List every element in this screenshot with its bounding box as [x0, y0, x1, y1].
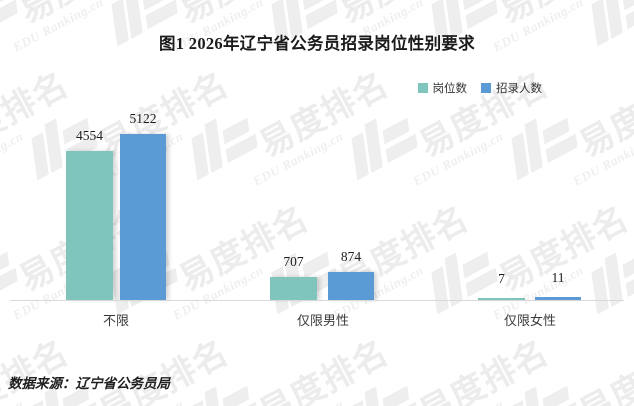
bar-g2-series-1[interactable]	[270, 277, 317, 300]
bar-g2-series-2[interactable]	[328, 272, 374, 300]
bar-g3-series-2[interactable]	[535, 297, 581, 300]
legend-label-series-2: 招录人数	[496, 83, 542, 95]
category-label-3: 仅限女性	[503, 313, 556, 328]
legend-label-series-1: 岗位数	[432, 83, 468, 95]
bar-label-g2-series-2: 874	[340, 249, 362, 264]
legend-swatch-series-2	[481, 83, 491, 93]
bar-label-g1-series-1: 4554	[76, 128, 103, 143]
legend-swatch-series-1	[417, 83, 428, 93]
chart-title: 图1 2026年辽宁省公务员招录岗位性别要求	[159, 34, 475, 53]
bar-g3-series-1[interactable]	[478, 298, 525, 300]
bar-g1-series-2[interactable]	[120, 134, 166, 300]
bar-label-g1-series-2: 5122	[129, 111, 157, 126]
chart-legend: 岗位数 招录人数	[417, 80, 542, 96]
bar-label-g2-series-1: 707	[283, 254, 304, 269]
bar-label-g3-series-2: 11	[551, 270, 565, 285]
category-label-1: 不限	[102, 313, 129, 328]
bar-g1-series-1[interactable]	[66, 151, 113, 300]
source-note: 数据来源：辽宁省公务员局	[8, 376, 170, 391]
legend-item-series-2[interactable]: 招录人数	[481, 80, 542, 96]
x-axis-line	[10, 300, 624, 301]
category-label-2: 仅限男性	[296, 313, 349, 328]
bar-label-g3-series-1: 7	[498, 271, 505, 286]
legend-item-series-1[interactable]: 岗位数	[417, 80, 468, 96]
